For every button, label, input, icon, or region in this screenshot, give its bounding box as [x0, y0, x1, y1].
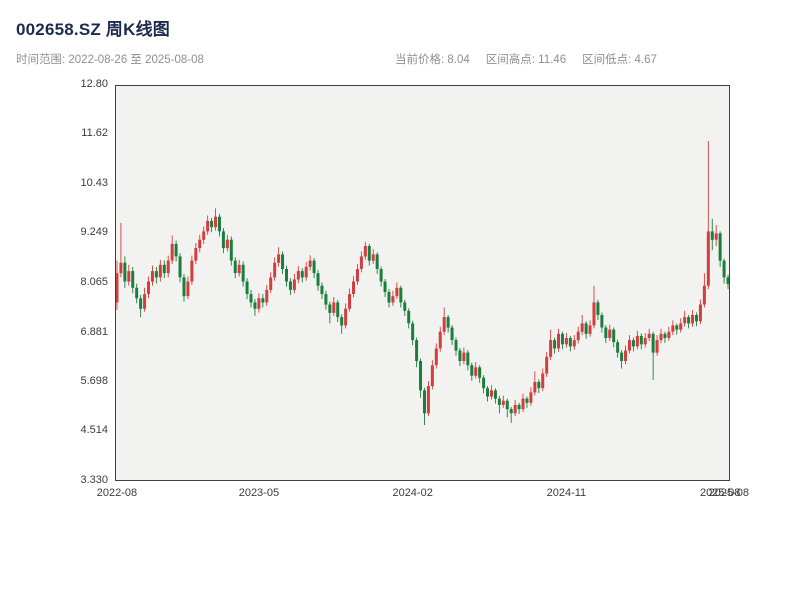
- x-axis-tick-label: 2024-11: [546, 487, 587, 499]
- range-low-stat: 区间低点: 4.67: [582, 54, 657, 66]
- y-axis-tick-label: 9.249: [80, 226, 108, 239]
- x-axis-tick-label: 2022-08: [96, 487, 138, 499]
- time-range-label: 时间范围: 2022-08-26 至 2025-08-08: [16, 54, 204, 66]
- current-price-stat: 当前价格: 8.04: [395, 54, 470, 66]
- y-axis-tick-label: 3.330: [80, 474, 108, 486]
- y-axis-tick-label: 5.698: [80, 374, 108, 387]
- price-stats: 当前价格: 8.04 区间高点: 11.46 区间低点: 4.67: [395, 51, 673, 67]
- page-title: 002658.SZ 周K线图: [16, 20, 170, 39]
- y-axis-tick-label: 10.43: [80, 177, 108, 190]
- x-axis-tick-label: 2024-02: [392, 487, 433, 499]
- y-axis-tick-label: 12.80: [80, 78, 108, 90]
- x-axis-tick-label: 2025-08: [699, 487, 741, 499]
- y-axis-tick-label: 11.62: [81, 127, 108, 140]
- range-high-stat: 区间高点: 11.46: [485, 54, 567, 66]
- y-axis-tick-label: 4.514: [80, 424, 108, 437]
- y-axis-tick-label: 8.065: [80, 276, 108, 288]
- y-axis-tick-label: 6.881: [80, 325, 108, 338]
- x-axis-tick-label: 2023-05: [238, 487, 280, 499]
- x-axis-tick-label: 2025-08: [708, 487, 749, 499]
- candlestick-chart: [115, 85, 730, 481]
